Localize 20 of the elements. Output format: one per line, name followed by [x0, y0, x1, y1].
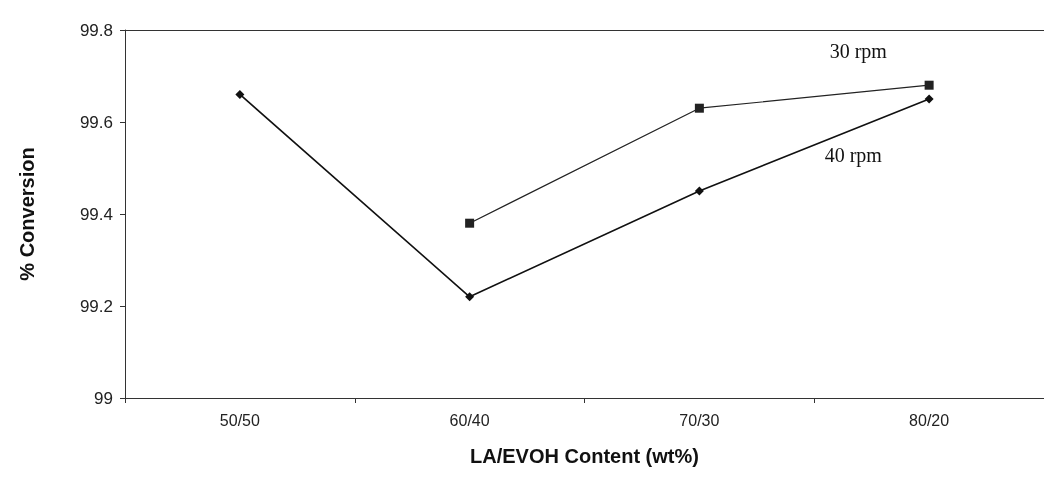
- x-tick-label: 70/30: [679, 411, 720, 429]
- series-label: 40 rpm: [824, 143, 883, 167]
- x-axis-title: LA/EVOH Content (wt%): [470, 445, 699, 467]
- point: [465, 218, 475, 228]
- point: [924, 80, 934, 90]
- y-tick-label: 99: [94, 388, 113, 408]
- x-tick-label: 60/40: [449, 411, 490, 429]
- y-tick-label: 99.8: [79, 20, 113, 40]
- y-tick-label: 99.4: [79, 204, 113, 224]
- point: [465, 292, 475, 302]
- point: [694, 186, 704, 196]
- y-tick-label: 99.2: [79, 296, 113, 316]
- point: [694, 103, 704, 113]
- series-label: 30 rpm: [829, 39, 888, 63]
- point: [924, 94, 934, 104]
- point: [235, 89, 245, 99]
- x-tick-label: 80/20: [909, 411, 950, 429]
- y-tick-label: 99.6: [79, 112, 113, 132]
- x-tick-label: 50/50: [219, 411, 260, 429]
- y-axis-title: % Conversion: [16, 147, 38, 281]
